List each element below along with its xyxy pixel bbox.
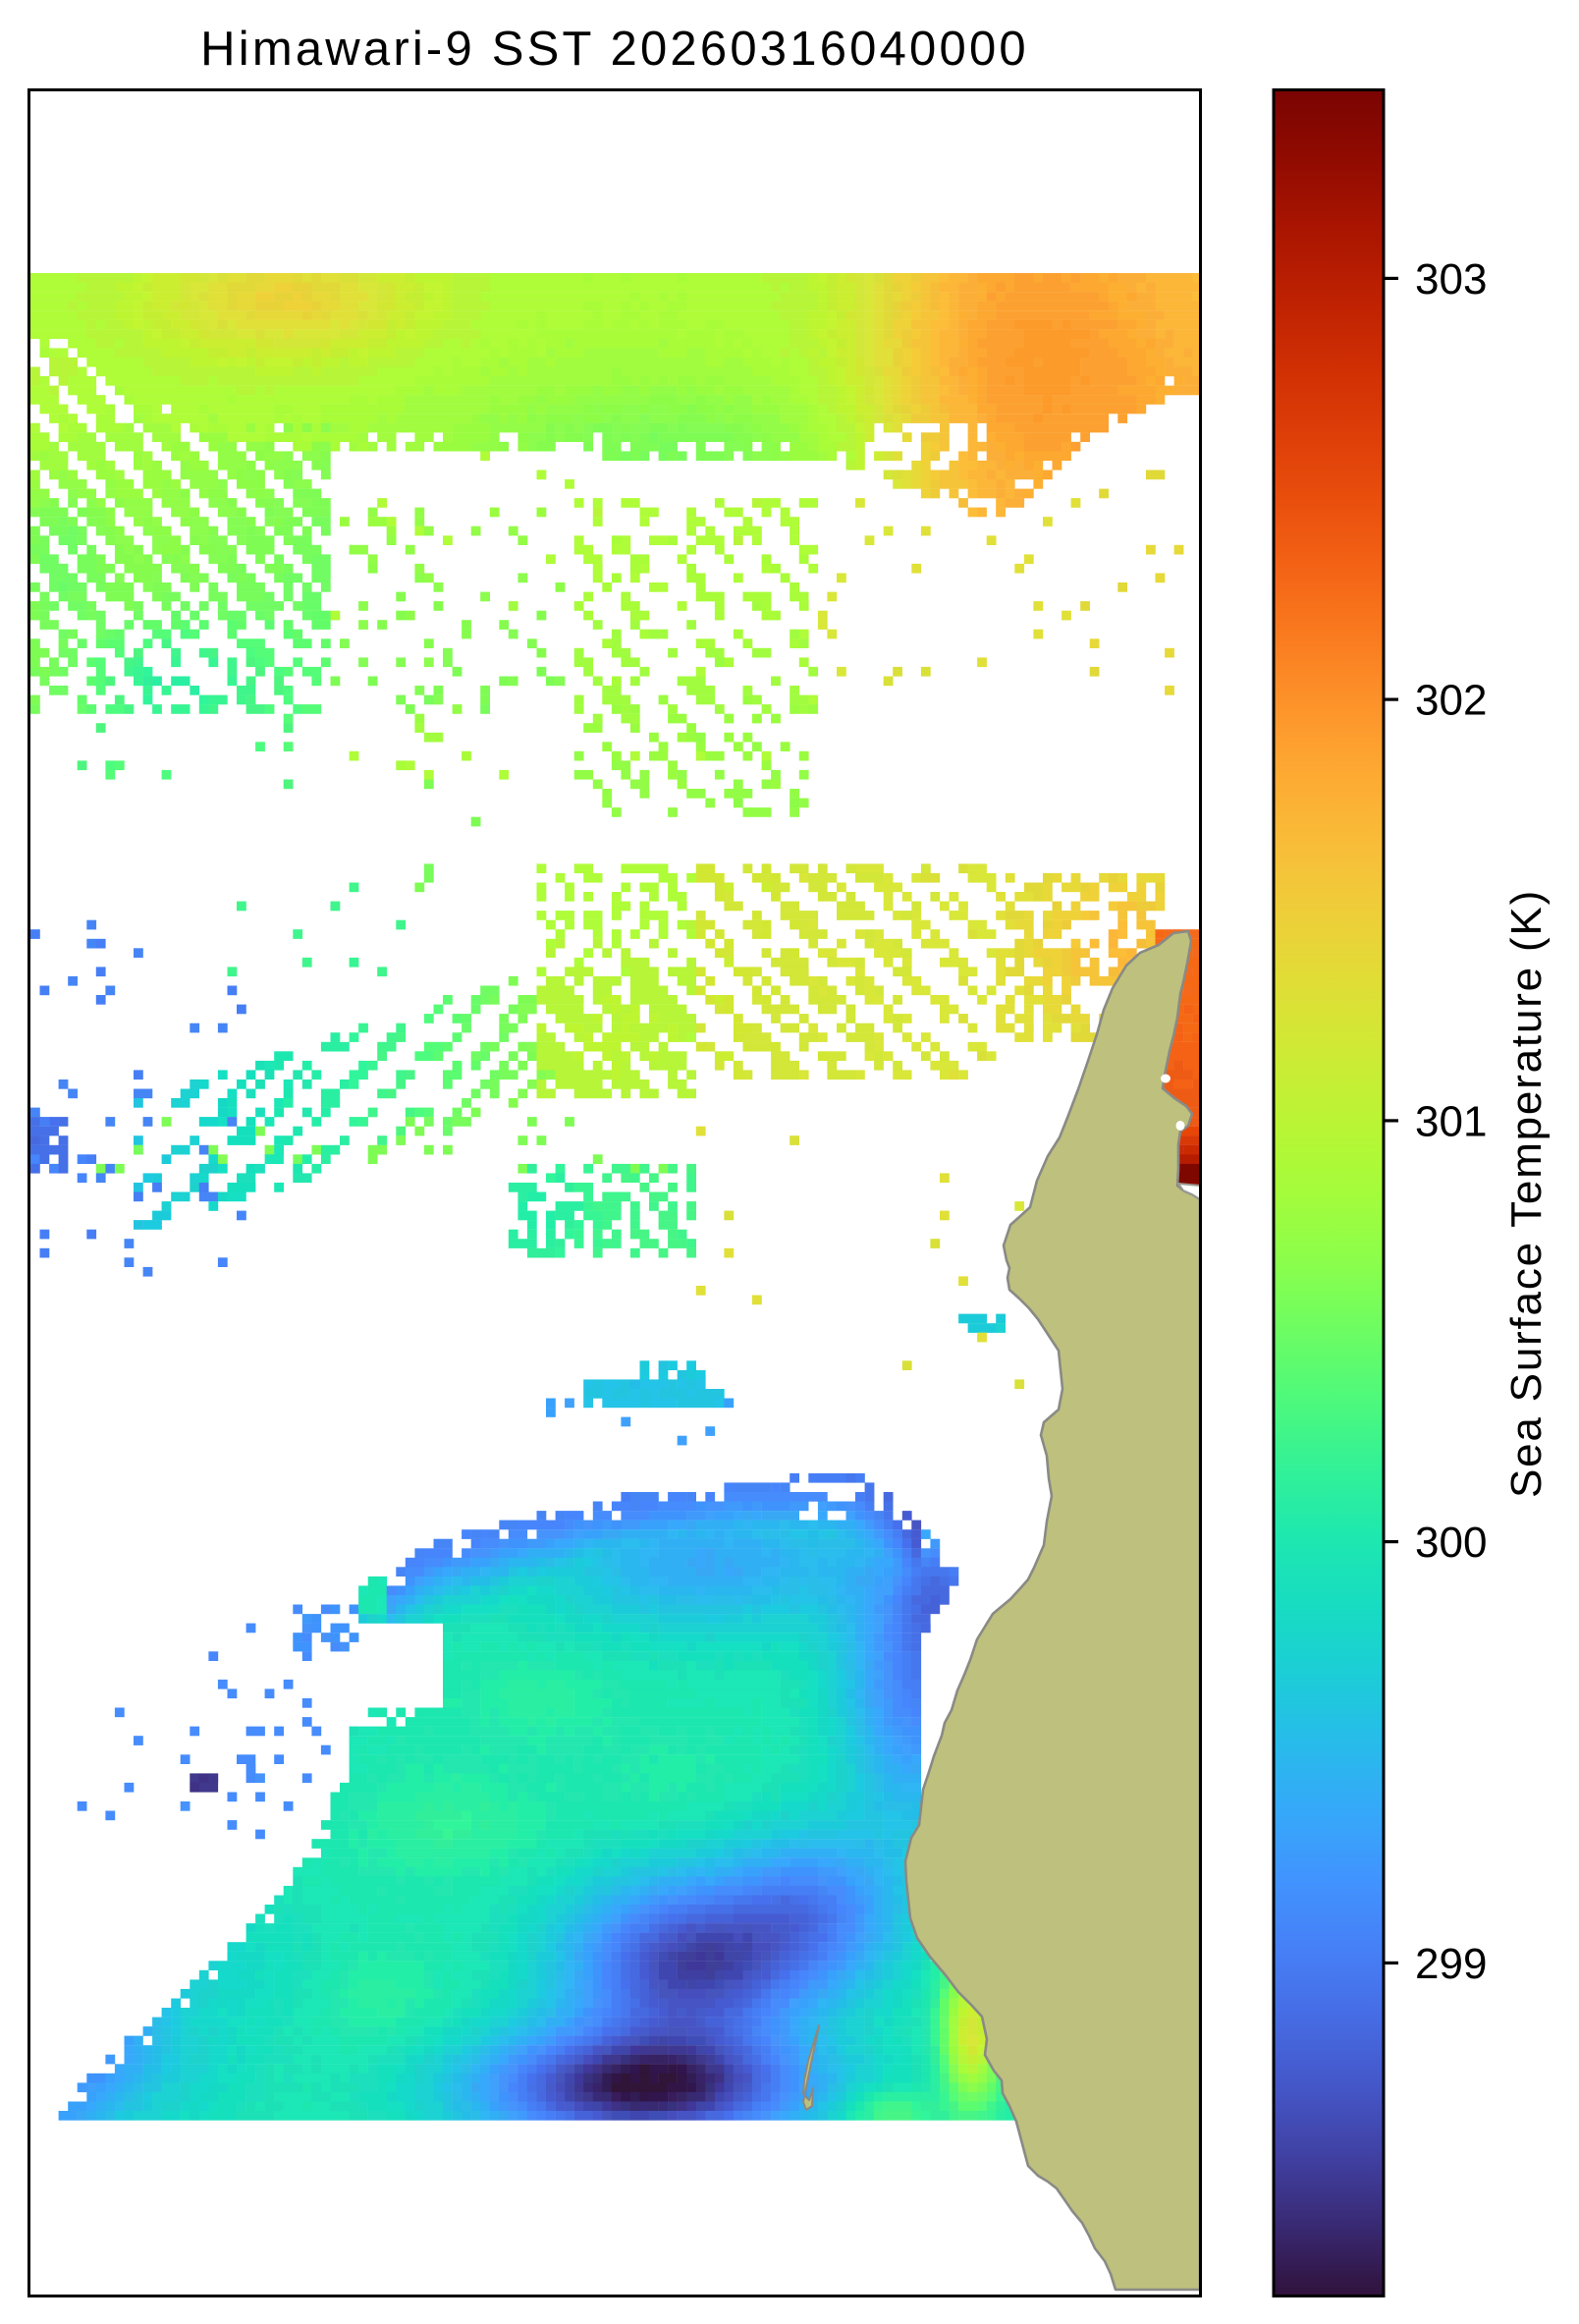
svg-text:Himawari-9 SST 20260316040000: Himawari-9 SST 20260316040000: [200, 23, 1029, 76]
